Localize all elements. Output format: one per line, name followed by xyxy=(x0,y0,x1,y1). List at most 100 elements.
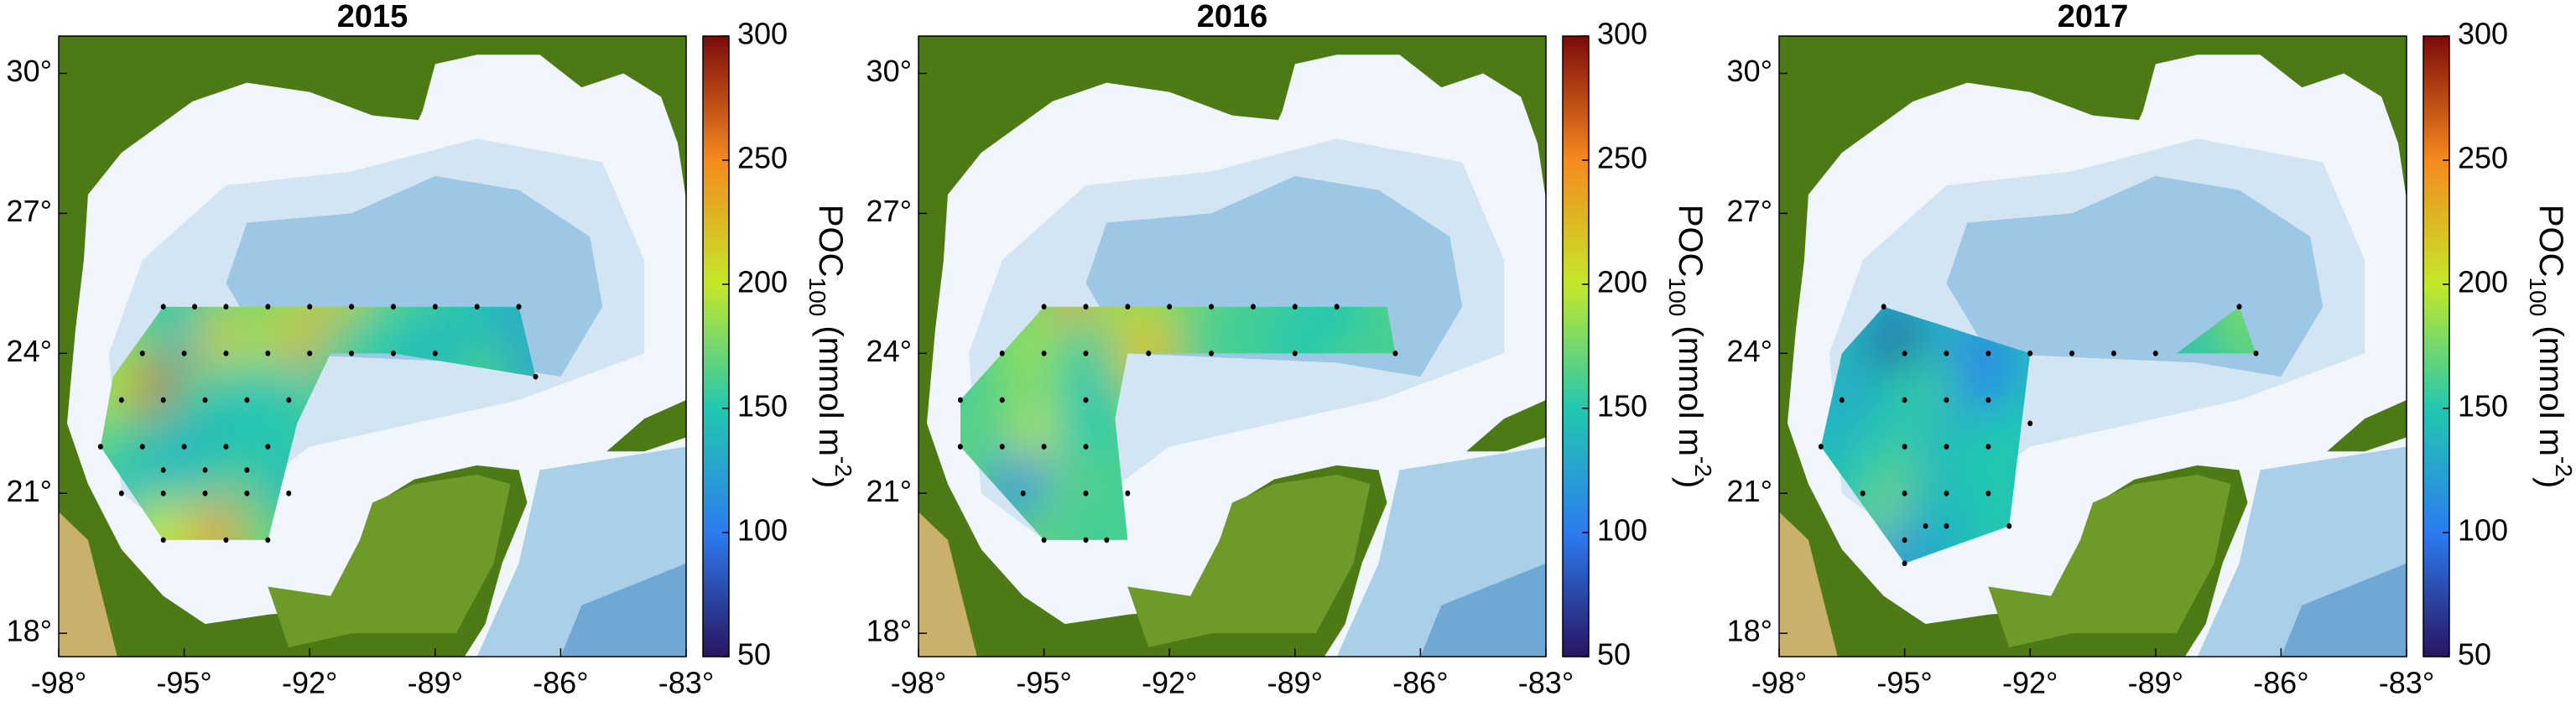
station-dot xyxy=(1125,490,1131,496)
station-dot xyxy=(1292,351,1298,356)
x-tick-label: -83° xyxy=(658,666,714,700)
station-dot xyxy=(139,351,145,356)
y-tick-label: 18° xyxy=(866,614,912,648)
station-dot xyxy=(1881,304,1886,310)
colorbar-tick-label: 300 xyxy=(2458,17,2508,51)
label-sup: -2 xyxy=(830,456,856,477)
map-panel: 2016 -98° -95° -92° -89° -86° -83° 18° 21° 24° 27°… xyxy=(866,0,1717,700)
station-dot xyxy=(1083,397,1089,403)
station-dot xyxy=(286,490,292,496)
station-dot xyxy=(1083,490,1089,496)
station-dot xyxy=(1250,304,1256,310)
station-dot xyxy=(999,397,1005,403)
station-dot xyxy=(265,537,271,543)
station-dot xyxy=(1083,304,1089,310)
y-tick-label: 21° xyxy=(7,474,52,508)
map-area xyxy=(919,36,1546,657)
map-panel: 2015 -98° -95° -92° -89° -86° -83° 18° 21° 24° 27°… xyxy=(7,0,857,700)
station-dot xyxy=(97,444,103,450)
panel-title: 2016 xyxy=(1197,0,1268,34)
geo-layer xyxy=(919,36,1546,657)
colorbar-tick-label: 300 xyxy=(737,17,788,51)
station-dot xyxy=(1902,490,1907,496)
colorbar-tick-label: 250 xyxy=(1597,141,1647,175)
station-dot xyxy=(202,397,208,403)
station-dot xyxy=(2006,522,2012,529)
label-main: POC xyxy=(1672,205,1709,278)
station-dot xyxy=(181,444,187,450)
station-dot xyxy=(1083,537,1089,543)
station-dot xyxy=(244,397,250,403)
label-sub: 100 xyxy=(1664,278,1690,317)
station-dot xyxy=(2069,351,2075,356)
x-tick-label: -95° xyxy=(156,666,211,700)
label-unit: (mmol m xyxy=(2532,316,2569,456)
y-tick-label: 30° xyxy=(7,54,52,88)
x-tick-label: -89° xyxy=(1267,666,1323,700)
map-area xyxy=(59,36,686,657)
x-tick-label: -83° xyxy=(2379,666,2434,700)
station-dot xyxy=(999,444,1005,450)
station-dot xyxy=(307,304,313,310)
y-tick-label: 18° xyxy=(1727,614,1772,648)
station-dot xyxy=(390,351,396,356)
poc-blob xyxy=(1071,500,1142,540)
colorbar-tick-label: 150 xyxy=(2458,389,2508,424)
station-dot xyxy=(202,490,208,496)
x-tick-label: -98° xyxy=(891,666,946,700)
station-dot xyxy=(1985,490,1991,496)
x-tick-label: -95° xyxy=(1016,666,1071,700)
y-tick-label: 24° xyxy=(7,334,52,368)
station-dot xyxy=(1209,304,1215,310)
x-tick-label: -89° xyxy=(408,666,463,700)
y-tick-label: 27° xyxy=(7,194,52,228)
station-dot xyxy=(1944,490,1949,496)
station-dot xyxy=(286,397,292,403)
colorbar-tick-label: 100 xyxy=(737,513,788,548)
station-dot xyxy=(2253,351,2259,356)
y-tick-label: 24° xyxy=(1727,334,1772,368)
y-tick-label: 21° xyxy=(1727,474,1772,508)
geo-layer xyxy=(1779,36,2407,657)
station-dot xyxy=(1902,444,1907,450)
station-dot xyxy=(244,490,250,496)
station-dot xyxy=(516,304,522,310)
x-tick-label: -92° xyxy=(2002,666,2058,700)
station-dot xyxy=(1167,304,1173,310)
label-sup: -2 xyxy=(1690,456,1716,477)
station-dot xyxy=(307,351,313,356)
x-tick-label: -95° xyxy=(1876,666,1932,700)
y-tick-label: 30° xyxy=(1727,54,1772,88)
station-dot xyxy=(2027,420,2033,427)
label-sup: -2 xyxy=(2551,456,2576,477)
colorbar-tick-label: 200 xyxy=(737,265,788,299)
label-unit: (mmol m xyxy=(812,316,849,456)
station-dot xyxy=(2236,304,2242,310)
station-dot xyxy=(265,304,271,310)
station-dot xyxy=(432,351,438,356)
station-dot xyxy=(1292,304,1298,310)
station-dot xyxy=(118,397,124,403)
station-dot xyxy=(181,351,187,356)
label-close: ) xyxy=(2532,477,2569,488)
station-dot xyxy=(432,304,438,310)
station-dot xyxy=(957,397,963,403)
station-dot xyxy=(223,351,229,356)
station-dot xyxy=(160,397,166,403)
colorbar-tick-label: 150 xyxy=(737,389,788,424)
y-tick-label: 30° xyxy=(866,54,912,88)
station-dot xyxy=(1985,397,1991,403)
x-tick-label: -92° xyxy=(1142,666,1197,700)
y-tick-label: 27° xyxy=(1727,194,1772,228)
colorbar-tick-label: 100 xyxy=(1597,513,1647,548)
station-dot xyxy=(1923,522,1928,529)
label-close: ) xyxy=(812,477,849,488)
axes-frame xyxy=(58,35,687,657)
station-dot xyxy=(2110,351,2116,356)
x-tick-label: -83° xyxy=(1518,666,1574,700)
colorbar-tick-label: 250 xyxy=(2458,141,2508,175)
colorbar-tick-label: 200 xyxy=(2458,265,2508,299)
station-dot xyxy=(160,537,166,543)
